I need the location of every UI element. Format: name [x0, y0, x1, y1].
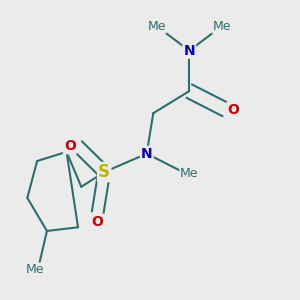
Text: Me: Me [180, 167, 199, 180]
Text: S: S [98, 163, 110, 181]
Text: O: O [227, 103, 239, 116]
Text: Me: Me [213, 20, 231, 33]
Text: N: N [141, 147, 152, 161]
Text: O: O [92, 215, 103, 229]
Text: Me: Me [26, 263, 45, 276]
Text: O: O [64, 139, 76, 153]
Text: Me: Me [147, 20, 166, 33]
Text: N: N [183, 44, 195, 58]
